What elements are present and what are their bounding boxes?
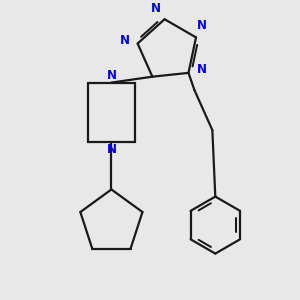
Text: N: N (106, 69, 116, 82)
Text: N: N (197, 19, 207, 32)
Text: N: N (151, 2, 161, 15)
Text: N: N (120, 34, 130, 47)
Text: N: N (106, 142, 116, 156)
Text: N: N (196, 63, 206, 76)
